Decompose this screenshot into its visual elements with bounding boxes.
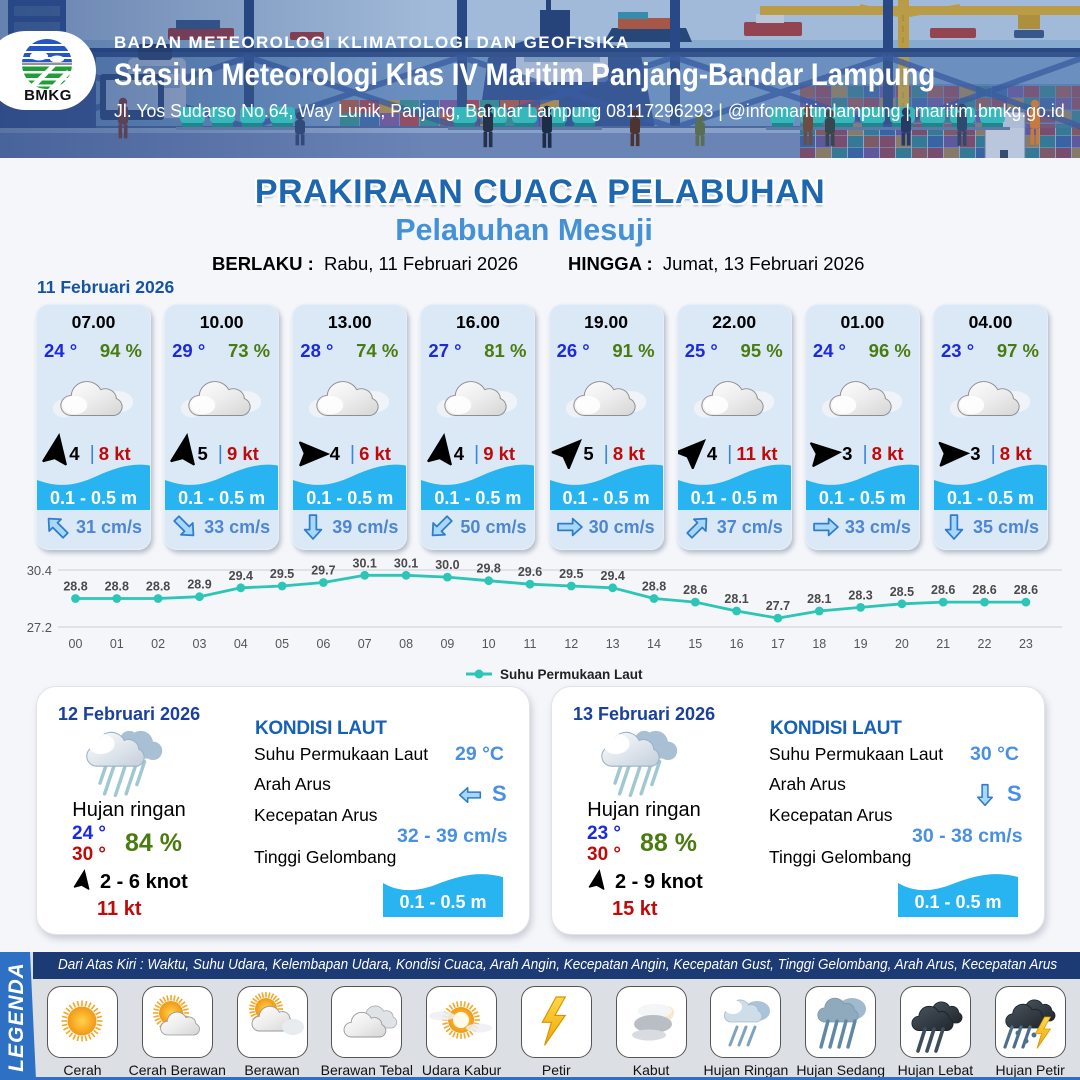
svg-text:01: 01 [110, 637, 124, 651]
svg-text:18: 18 [812, 637, 826, 651]
svg-text:04: 04 [234, 637, 248, 651]
svg-text:28.5: 28.5 [890, 585, 914, 599]
svg-text:29.5: 29.5 [559, 567, 583, 581]
svg-text:29.4: 29.4 [229, 569, 253, 583]
svg-text:29.4: 29.4 [601, 569, 625, 583]
svg-text:02: 02 [151, 637, 165, 651]
svg-text:03: 03 [193, 637, 207, 651]
svg-text:28.9: 28.9 [187, 578, 211, 592]
svg-text:30.1: 30.1 [394, 558, 418, 570]
svg-text:28.3: 28.3 [848, 588, 872, 602]
svg-text:Suhu Permukaan Laut: Suhu Permukaan Laut [500, 667, 643, 682]
svg-text:14: 14 [647, 637, 661, 651]
svg-text:29.6: 29.6 [518, 565, 542, 579]
svg-text:08: 08 [399, 637, 413, 651]
svg-text:28.6: 28.6 [931, 583, 955, 597]
svg-text:28.6: 28.6 [1014, 583, 1038, 597]
svg-text:27.2: 27.2 [27, 620, 52, 635]
svg-text:28.1: 28.1 [807, 592, 831, 606]
svg-text:28.8: 28.8 [642, 580, 666, 594]
svg-text:28.6: 28.6 [972, 583, 996, 597]
svg-text:00: 00 [69, 637, 83, 651]
svg-text:19: 19 [854, 637, 868, 651]
svg-text:30.0: 30.0 [435, 558, 459, 572]
svg-text:15: 15 [688, 637, 702, 651]
svg-text:28.8: 28.8 [146, 580, 170, 594]
svg-text:05: 05 [275, 637, 289, 651]
svg-text:17: 17 [771, 637, 785, 651]
svg-text:13: 13 [606, 637, 620, 651]
svg-text:28.8: 28.8 [63, 580, 87, 594]
svg-text:28.1: 28.1 [724, 592, 748, 606]
svg-text:28.8: 28.8 [105, 580, 129, 594]
svg-text:23: 23 [1019, 637, 1033, 651]
svg-text:09: 09 [440, 637, 454, 651]
svg-text:29.7: 29.7 [311, 564, 335, 578]
svg-text:29.5: 29.5 [270, 567, 294, 581]
svg-text:11: 11 [524, 637, 537, 651]
svg-text:07: 07 [358, 637, 372, 651]
svg-text:21: 21 [936, 637, 950, 651]
svg-text:12: 12 [564, 637, 578, 651]
svg-text:28.6: 28.6 [683, 583, 707, 597]
svg-text:16: 16 [730, 637, 744, 651]
svg-text:20: 20 [895, 637, 909, 651]
svg-text:06: 06 [316, 637, 330, 651]
svg-text:29.8: 29.8 [477, 562, 501, 576]
svg-text:27.7: 27.7 [766, 599, 790, 613]
svg-text:10: 10 [482, 637, 496, 651]
svg-text:30.1: 30.1 [353, 558, 377, 570]
svg-text:22: 22 [978, 637, 992, 651]
svg-text:30.4: 30.4 [27, 563, 52, 578]
